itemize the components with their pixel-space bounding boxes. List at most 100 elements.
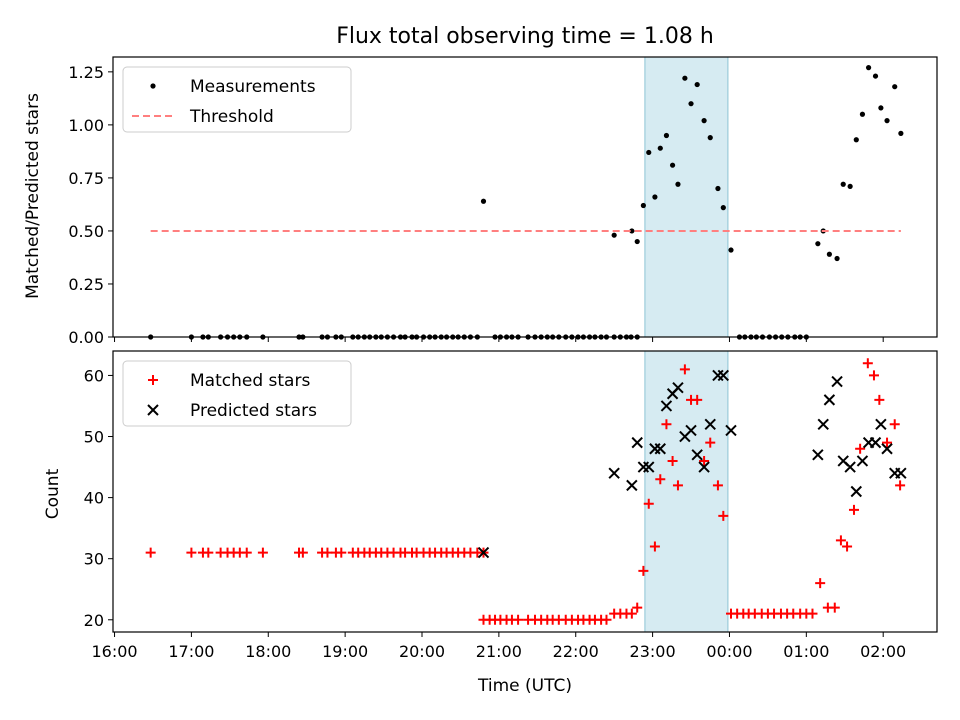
bottom-plus-marker [649,541,660,552]
bottom-plus-marker [203,547,214,558]
top-highlight-span [644,56,729,338]
count-panel: 20 30 40 50 60 16:00 17:00 18:00 19:00 20:00 21:00… [84,350,938,661]
top-y-tick-label: 0.25 [68,275,104,294]
bottom-plus-marker [718,510,729,521]
bottom-x-marker [691,449,703,461]
bottom-x-marker [823,394,836,406]
bottom-x-marker [654,443,666,455]
top-y-axis-label: Matched/Predicted stars [23,93,43,299]
x-tick-label: 18:00 [245,642,291,661]
bottom-x-marker [881,443,893,455]
top-legend-swatch [150,83,156,89]
bottom-legend-swatch [147,404,159,416]
bottom-plus-marker [257,547,268,558]
bottom-plus-marker [336,547,347,558]
top-dot-marker [847,183,853,189]
x-tick-label: 16:00 [91,642,137,661]
top-dot-marker [898,130,904,136]
bottom-x-marker [869,436,882,449]
bottom-legend-label: Matched stars [190,371,310,391]
bottom-plus-marker [661,419,672,430]
top-dot-marker [892,84,898,90]
top-dot-marker [701,118,707,124]
bottom-plus-marker [712,480,723,491]
top-y-tick-label: 0.75 [68,169,104,188]
bottom-plus-marker [643,498,654,509]
bottom-plus-marker [632,602,643,613]
bottom-plus-marker [692,394,703,405]
top-dot-marker [640,202,646,209]
top-dot-marker [652,194,658,200]
bottom-x-marker [717,369,730,382]
top-dot-marker [859,111,866,117]
top-dot-marker [688,101,694,107]
bottom-plus-marker [807,608,818,619]
top-dot-marker [611,232,617,238]
top-legend-label: Measurements [190,77,316,97]
bottom-legend [122,360,352,427]
bottom-plus-marker [705,437,716,448]
top-dot-marker [815,241,821,247]
bottom-x-marker [660,400,673,412]
bottom-x-marker [608,467,620,479]
bottom-plus-marker [855,443,866,454]
bottom-plus-marker [638,565,649,576]
bottom-x-marker [631,436,643,449]
bottom-x-marker [643,461,655,473]
bottom-plus-marker [882,437,893,448]
bottom-x-marker [850,485,862,498]
bottom-x-marker [817,418,829,431]
top-dot-marker [715,185,721,192]
bottom-axes-frame [112,350,938,633]
bottom-plus-marker [829,602,840,613]
x-tick-label: 01:00 [783,642,829,661]
x-tick-label: 20:00 [399,642,445,661]
bottom-y-tick-label: 50 [84,428,104,447]
top-dot-marker [884,118,890,124]
bottom-x-marker [844,461,856,473]
top-dot-marker [669,162,676,168]
bottom-x-marker [856,455,869,467]
top-dot-marker [728,247,734,253]
bottom-plus-marker [186,547,197,558]
bottom-plus-marker [889,419,900,430]
top-y-tick-label: 1.00 [68,116,104,135]
bottom-plus-marker [626,608,637,619]
top-dot-marker [834,255,840,262]
bottom-plus-marker [842,541,853,552]
bottom-x-marker [725,424,737,437]
x-tick-label: 19:00 [322,642,368,661]
top-dot-marker [657,145,663,151]
x-tick-label: 23:00 [630,642,676,661]
top-legend [122,66,352,133]
top-y-tick-label: 0.50 [68,222,104,241]
bottom-x-marker [685,424,697,437]
top-dot-marker [634,238,640,245]
bottom-plus-marker [513,614,524,625]
bottom-plus-marker [241,547,252,558]
bottom-x-marker [698,461,710,473]
bottom-plus-marker [297,547,308,558]
top-legend-label: Threshold [189,107,274,127]
x-tick-label: 21:00 [476,642,522,661]
top-dot-marker [840,181,846,187]
bottom-x-marker [895,467,907,479]
x-tick-label: 17:00 [168,642,214,661]
bottom-x-marker [831,375,843,388]
bottom-plus-marker [672,480,683,491]
bottom-highlight-span [644,350,729,633]
bottom-plus-marker [655,474,666,485]
top-dot-marker [675,181,681,187]
bottom-plus-marker [322,547,333,558]
top-dot-marker [707,135,713,141]
bottom-y-tick-label: 20 [84,611,104,630]
bottom-x-marker [875,418,887,431]
bottom-plus-marker [895,480,906,491]
x-axis-label: Time (UTC) [477,676,572,696]
bottom-y-tick-label: 30 [84,550,104,569]
top-dot-marker [865,65,872,71]
top-dot-marker [663,132,670,139]
bottom-y-tick-label: 60 [84,366,104,385]
top-axes-frame [112,56,938,338]
